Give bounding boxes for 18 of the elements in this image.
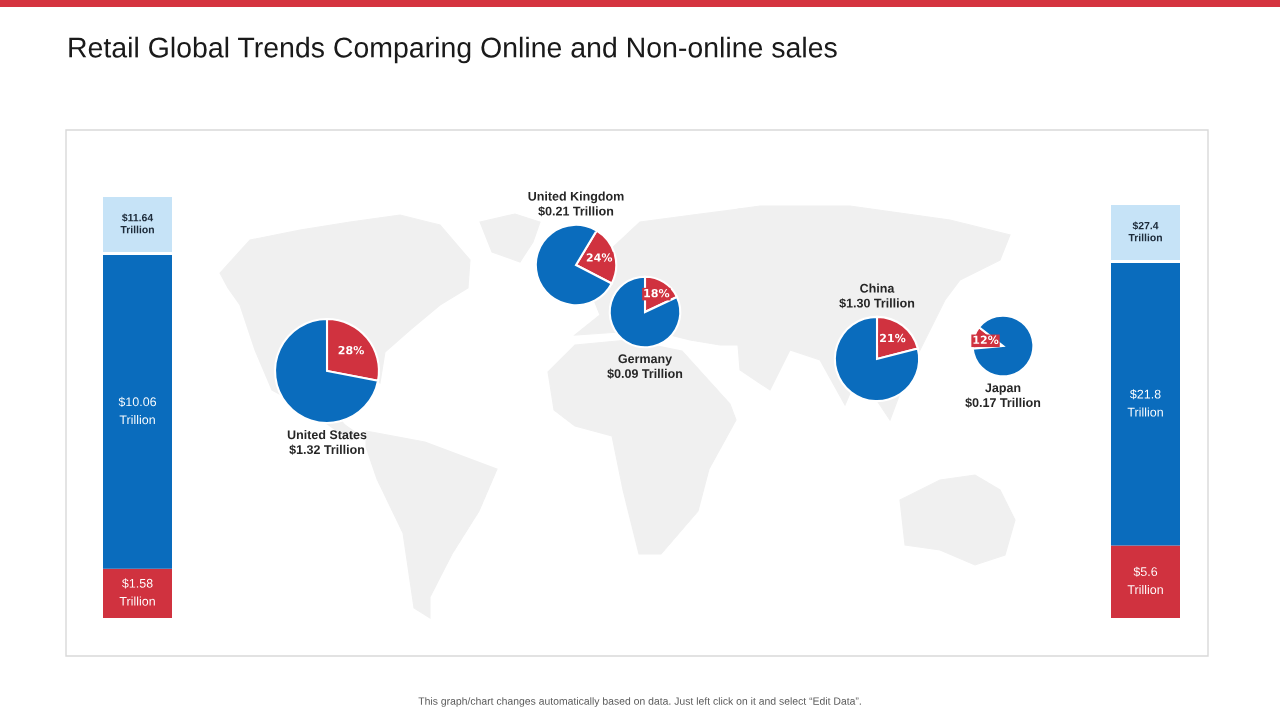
chart-title: United Kingdom $0.21 Trillion <box>528 191 624 217</box>
text: United States $1.32 Trillion <box>287 430 367 455</box>
data-label: $10.06 Trillion <box>118 396 157 425</box>
data-label: 28% <box>338 345 364 355</box>
text: Germany $0.09 Trillion <box>607 354 683 379</box>
data-label: $21.8 Trillion <box>1127 389 1163 417</box>
text: Japan $0.17 Trillion <box>965 383 1041 408</box>
text: Retail Global Trends Comparing Online and Non-online sales <box>69 36 837 64</box>
data-label: 24% <box>586 253 613 262</box>
text: This graph/chart changes automatically based on data. Just left click on it and select “Edit Data”. <box>418 697 861 707</box>
total-label: $11.64 Trillion <box>120 213 154 234</box>
data-label: 12% <box>973 335 999 345</box>
data-label: 21% <box>880 333 906 343</box>
chart-title: China $1.30 Trillion <box>839 283 915 309</box>
total-label: $27.4 Trillion <box>1128 221 1162 242</box>
data-label: $1.58 Trillion <box>119 578 155 606</box>
data-label: $5.6 Trillion <box>1127 566 1163 595</box>
data-label: 18% <box>644 288 670 298</box>
